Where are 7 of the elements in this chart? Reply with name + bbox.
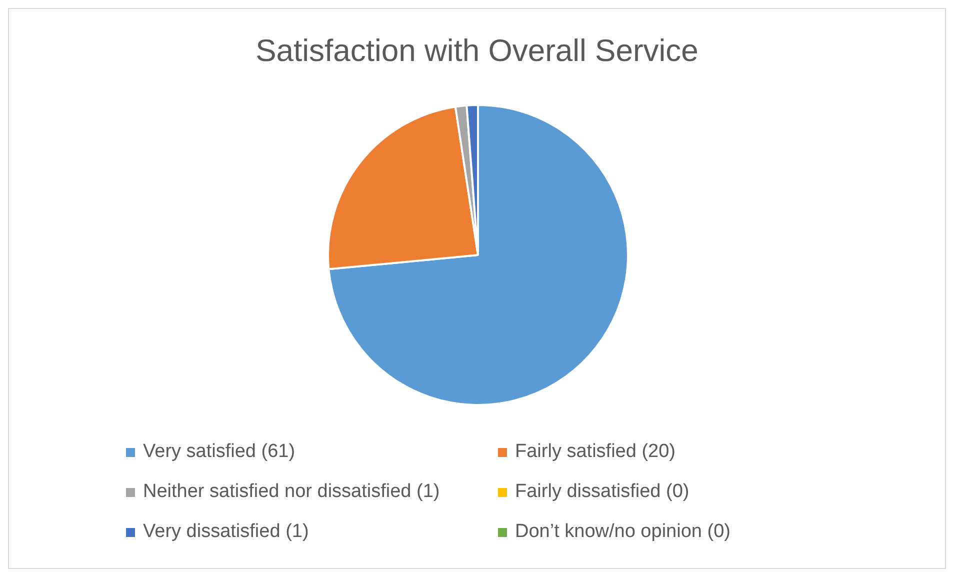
legend-label: Fairly satisfied (20): [515, 441, 676, 463]
chart-title: Satisfaction with Overall Service: [254, 33, 700, 69]
legend-label: Don’t know/no opinion (0): [515, 521, 730, 543]
legend-label: Neither satisfied nor dissatisfied (1): [143, 481, 440, 503]
legend-label: Very satisfied (61): [143, 441, 296, 463]
legend-label: Fairly dissatisfied (0): [515, 481, 690, 503]
legend-label: Very dissatisfied (1): [143, 521, 309, 543]
